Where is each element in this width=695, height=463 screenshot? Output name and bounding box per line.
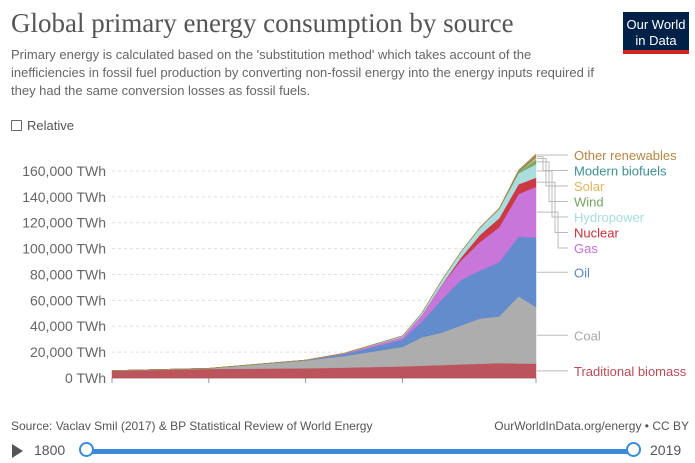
timeline: 1800 2019: [0, 438, 695, 463]
legend-connector: [537, 211, 568, 249]
timeline-start-label: 1800: [34, 442, 66, 458]
timeline-start-handle[interactable]: [79, 442, 94, 457]
timeline-end-label: 2019: [650, 442, 682, 458]
legend-nuclear: Nuclear: [574, 225, 619, 240]
legend-other-renewables: Other renewables: [574, 148, 677, 163]
license-link[interactable]: OurWorldInData.org/energy • CC BY: [494, 419, 689, 433]
logo-line-1: Our World: [626, 17, 686, 32]
x-tick-label: 1900: [290, 387, 321, 390]
logo-line-2: in Data: [635, 33, 677, 48]
legend-hydropower: Hydropower: [574, 210, 645, 225]
y-tick-label: 120,000 TWh: [22, 215, 106, 231]
x-tick-label: 1850: [193, 387, 224, 390]
relative-checkbox[interactable]: [11, 120, 22, 131]
legend-modern-biofuels: Modern biofuels: [574, 163, 667, 178]
source-note: Source: Vaclav Smil (2017) & BP Statisti…: [11, 419, 373, 433]
x-tick-label: 1800: [96, 387, 127, 390]
legend-traditional-biomass: Traditional biomass: [574, 364, 687, 379]
y-tick-label: 80,000 TWh: [30, 266, 106, 282]
legend-solar: Solar: [574, 179, 605, 194]
owid-logo[interactable]: Our World in Data: [623, 12, 689, 54]
logo-bar: [623, 50, 689, 54]
timeline-track[interactable]: [86, 449, 633, 454]
relative-toggle[interactable]: Relative: [11, 118, 74, 133]
legend-wind: Wind: [574, 194, 604, 209]
legend-connector: [537, 157, 568, 187]
y-tick-label: 160,000 TWh: [22, 163, 106, 179]
chart-subtitle: Primary energy is calculated based on th…: [11, 47, 594, 98]
y-tick-label: 60,000 TWh: [30, 292, 106, 308]
gridlines: [112, 170, 536, 353]
y-tick-label: 20,000 TWh: [30, 344, 106, 360]
legend-connector: [537, 156, 568, 171]
stacked-area-chart: 0 TWh 20,000 TWh 40,000 TWh 60,000 TWh 80,00…: [22, 148, 687, 390]
area-other-renewables: [111, 153, 537, 371]
play-icon[interactable]: [12, 444, 23, 458]
x-axis: 1800 1850 1900 1950 2019: [96, 377, 552, 390]
y-tick-label: 140,000 TWh: [22, 189, 106, 205]
timeline-end-handle[interactable]: [626, 442, 641, 457]
y-axis: 0 TWh 20,000 TWh 40,000 TWh 60,000 TWh 80,00…: [22, 163, 106, 386]
x-tick-label: 2019: [520, 387, 551, 390]
x-tick-label: 1950: [387, 387, 418, 390]
relative-label: Relative: [27, 118, 74, 133]
legend-oil: Oil: [574, 265, 590, 280]
chart-title: Global primary energy consumption by sou…: [11, 8, 514, 38]
legend-coal: Coal: [574, 328, 601, 343]
legend-connector: [537, 181, 568, 233]
legend-gas: Gas: [574, 241, 598, 256]
y-tick-label: 0 TWh: [65, 370, 106, 386]
y-tick-label: 40,000 TWh: [30, 318, 106, 334]
y-tick-label: 100,000 TWh: [22, 241, 106, 257]
legend-connector: [537, 170, 568, 218]
area-series: [111, 153, 537, 379]
